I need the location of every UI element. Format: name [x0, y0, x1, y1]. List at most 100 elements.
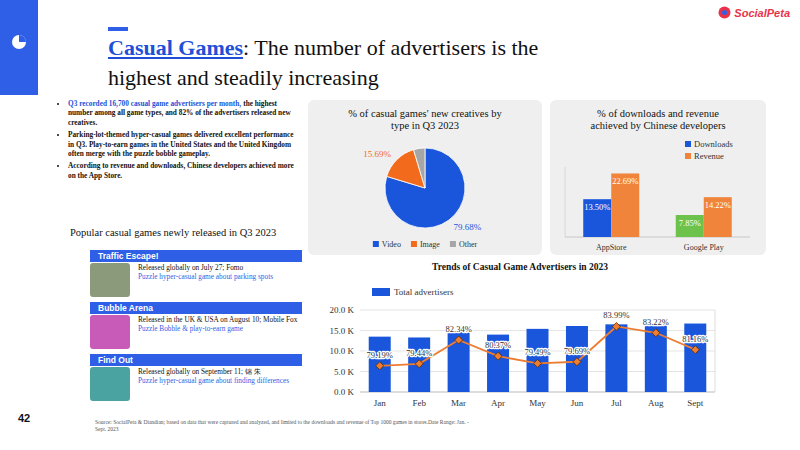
chart-title: Trends of Casual Game Advertisers in 202… [432, 262, 608, 272]
legend-swatch [685, 153, 691, 159]
legend: Total advertisers [372, 287, 454, 297]
legend-swatch [450, 241, 456, 247]
game-thumb [90, 367, 130, 401]
x-tick-label: Aug [648, 398, 664, 408]
title-line: type in Q3 2023 [391, 120, 459, 131]
logo-dot [719, 7, 731, 19]
panel-bg [550, 100, 766, 255]
title-line: % of casual games' new creatives by [348, 108, 502, 119]
data-label: 82.34% [446, 324, 472, 334]
x-tick-label: Jun [571, 398, 584, 408]
marker [573, 358, 581, 366]
legend-label: Video [382, 240, 401, 249]
bar [448, 332, 470, 392]
tick-label: 0.0 K [334, 387, 355, 397]
marker [415, 360, 423, 368]
legend-swatch [372, 288, 390, 296]
data-label: 13.50% [584, 202, 610, 212]
legend-label: Downloads [694, 139, 733, 149]
title-dash [108, 27, 128, 31]
game-genre: Puzzle hyper-casual game about parking s… [138, 272, 302, 281]
game-card: Traffic Escape!Released globally on July… [90, 250, 302, 298]
data-labels: 13.50%7.85%22.69%14.22% [584, 176, 731, 228]
x-tick-label: Jul [611, 398, 622, 408]
marker [652, 329, 660, 337]
x-tick-label: Apr [491, 398, 505, 408]
bullet-list: Q3 recorded 16,700 casual game advertise… [56, 99, 298, 183]
bullet-text: According to revenue and downloads, Chin… [68, 161, 294, 179]
game-genre: Puzzle Bobble & play-to-earn game [138, 324, 302, 333]
data-label: 79.49% [524, 347, 550, 357]
plot-area [583, 173, 732, 237]
game-text: Released in the UK & USA on August 10; M… [138, 315, 302, 333]
x-tick-label: Jan [374, 398, 386, 408]
chart-bar: % of downloads and revenueachieved by Ch… [550, 100, 766, 255]
x-tick-label: Sept [687, 398, 704, 408]
bar [527, 329, 549, 392]
chart-pie: % of casual games' new creatives bytype … [308, 100, 542, 255]
x-tick-label: Google Play [684, 243, 724, 252]
pie-slice [385, 148, 465, 228]
data-label: 81.16% [682, 334, 708, 344]
bar [566, 326, 588, 392]
data-label: 79.69% [564, 346, 590, 356]
bullet: Parking-lot-themed hyper-casual games de… [68, 130, 298, 158]
icon-cut [19, 35, 26, 42]
game-thumb [90, 263, 130, 297]
strip-icon [11, 34, 27, 50]
plot-area [369, 322, 707, 392]
game-text: Released globally on September 11; 锦 朱Pu… [138, 367, 302, 385]
game-genre: Puzzle hyper-casual game about finding d… [138, 376, 302, 385]
y-axis [565, 167, 566, 237]
bar [583, 199, 611, 237]
game-info: Released in the UK & USA on August 10; M… [138, 315, 302, 324]
y2-axis [715, 310, 716, 392]
legend-label: Revenue [694, 151, 724, 161]
source-note: Source: SocialPeta & Diandian; based on … [95, 419, 475, 433]
slide-title: Casual Games: The number of advertisers … [108, 33, 563, 93]
data-label: 79.19% [367, 350, 393, 360]
title-line: achieved by Chinese developers [591, 120, 726, 131]
logo: SocialPeta [718, 6, 790, 19]
grid-line [360, 310, 715, 311]
legend: VideoImageOther [373, 240, 478, 249]
tick-label: 10.0 K [330, 346, 355, 356]
data-label: 7.85% [679, 218, 701, 228]
logo-icon [718, 6, 731, 19]
game-name: Bubble Arena [90, 302, 302, 314]
data-label: 79.44% [406, 348, 432, 358]
legend-swatch [411, 241, 417, 247]
bullet-highlight: Q3 recorded 16,700 casual game advertise… [68, 99, 241, 108]
bar [369, 337, 391, 392]
games-heading: Popular casual games newly released in Q… [70, 226, 276, 239]
logo-text: SocialPeta [734, 7, 790, 19]
legend-swatch [373, 241, 379, 247]
game-card: Bubble ArenaReleased in the UK & USA on … [90, 302, 302, 350]
panel-bg [308, 100, 542, 255]
marker [494, 352, 502, 360]
game-thumb [90, 315, 130, 349]
marker [691, 346, 699, 354]
title-highlight: Casual Games [108, 35, 243, 60]
data-label: 15.69% [363, 149, 391, 159]
logo-dot-inner [722, 10, 727, 15]
data-labels: 79.19%79.44%82.34%80.37%79.49%79.69%83.9… [367, 310, 709, 359]
game-name: Find Out [90, 354, 302, 366]
legend: Downloads Revenue [685, 139, 733, 161]
x-tick-label: AppStore [596, 243, 627, 252]
legend-label: Other [459, 240, 478, 249]
bullet: According to revenue and downloads, Chin… [68, 161, 298, 180]
chart-title: % of casual games' new creatives bytype … [348, 108, 502, 131]
tick-label: 5.0 K [334, 367, 355, 377]
marker [376, 362, 384, 370]
data-label: 14.22% [705, 200, 731, 210]
bar [676, 215, 704, 237]
bullet-text: Parking-lot-themed hyper-casual games de… [68, 130, 294, 158]
bullet: Q3 recorded 16,700 casual game advertise… [68, 99, 298, 127]
game-name: Traffic Escape! [90, 250, 302, 262]
slide: Casual Games: The number of advertisers … [0, 0, 800, 450]
pie-slice [414, 148, 425, 188]
data-label: 83.22% [643, 317, 669, 327]
chart-bar: Trends of Casual Game Advertisers in 202… [310, 258, 770, 414]
title-line: % of downloads and revenue [597, 108, 719, 119]
